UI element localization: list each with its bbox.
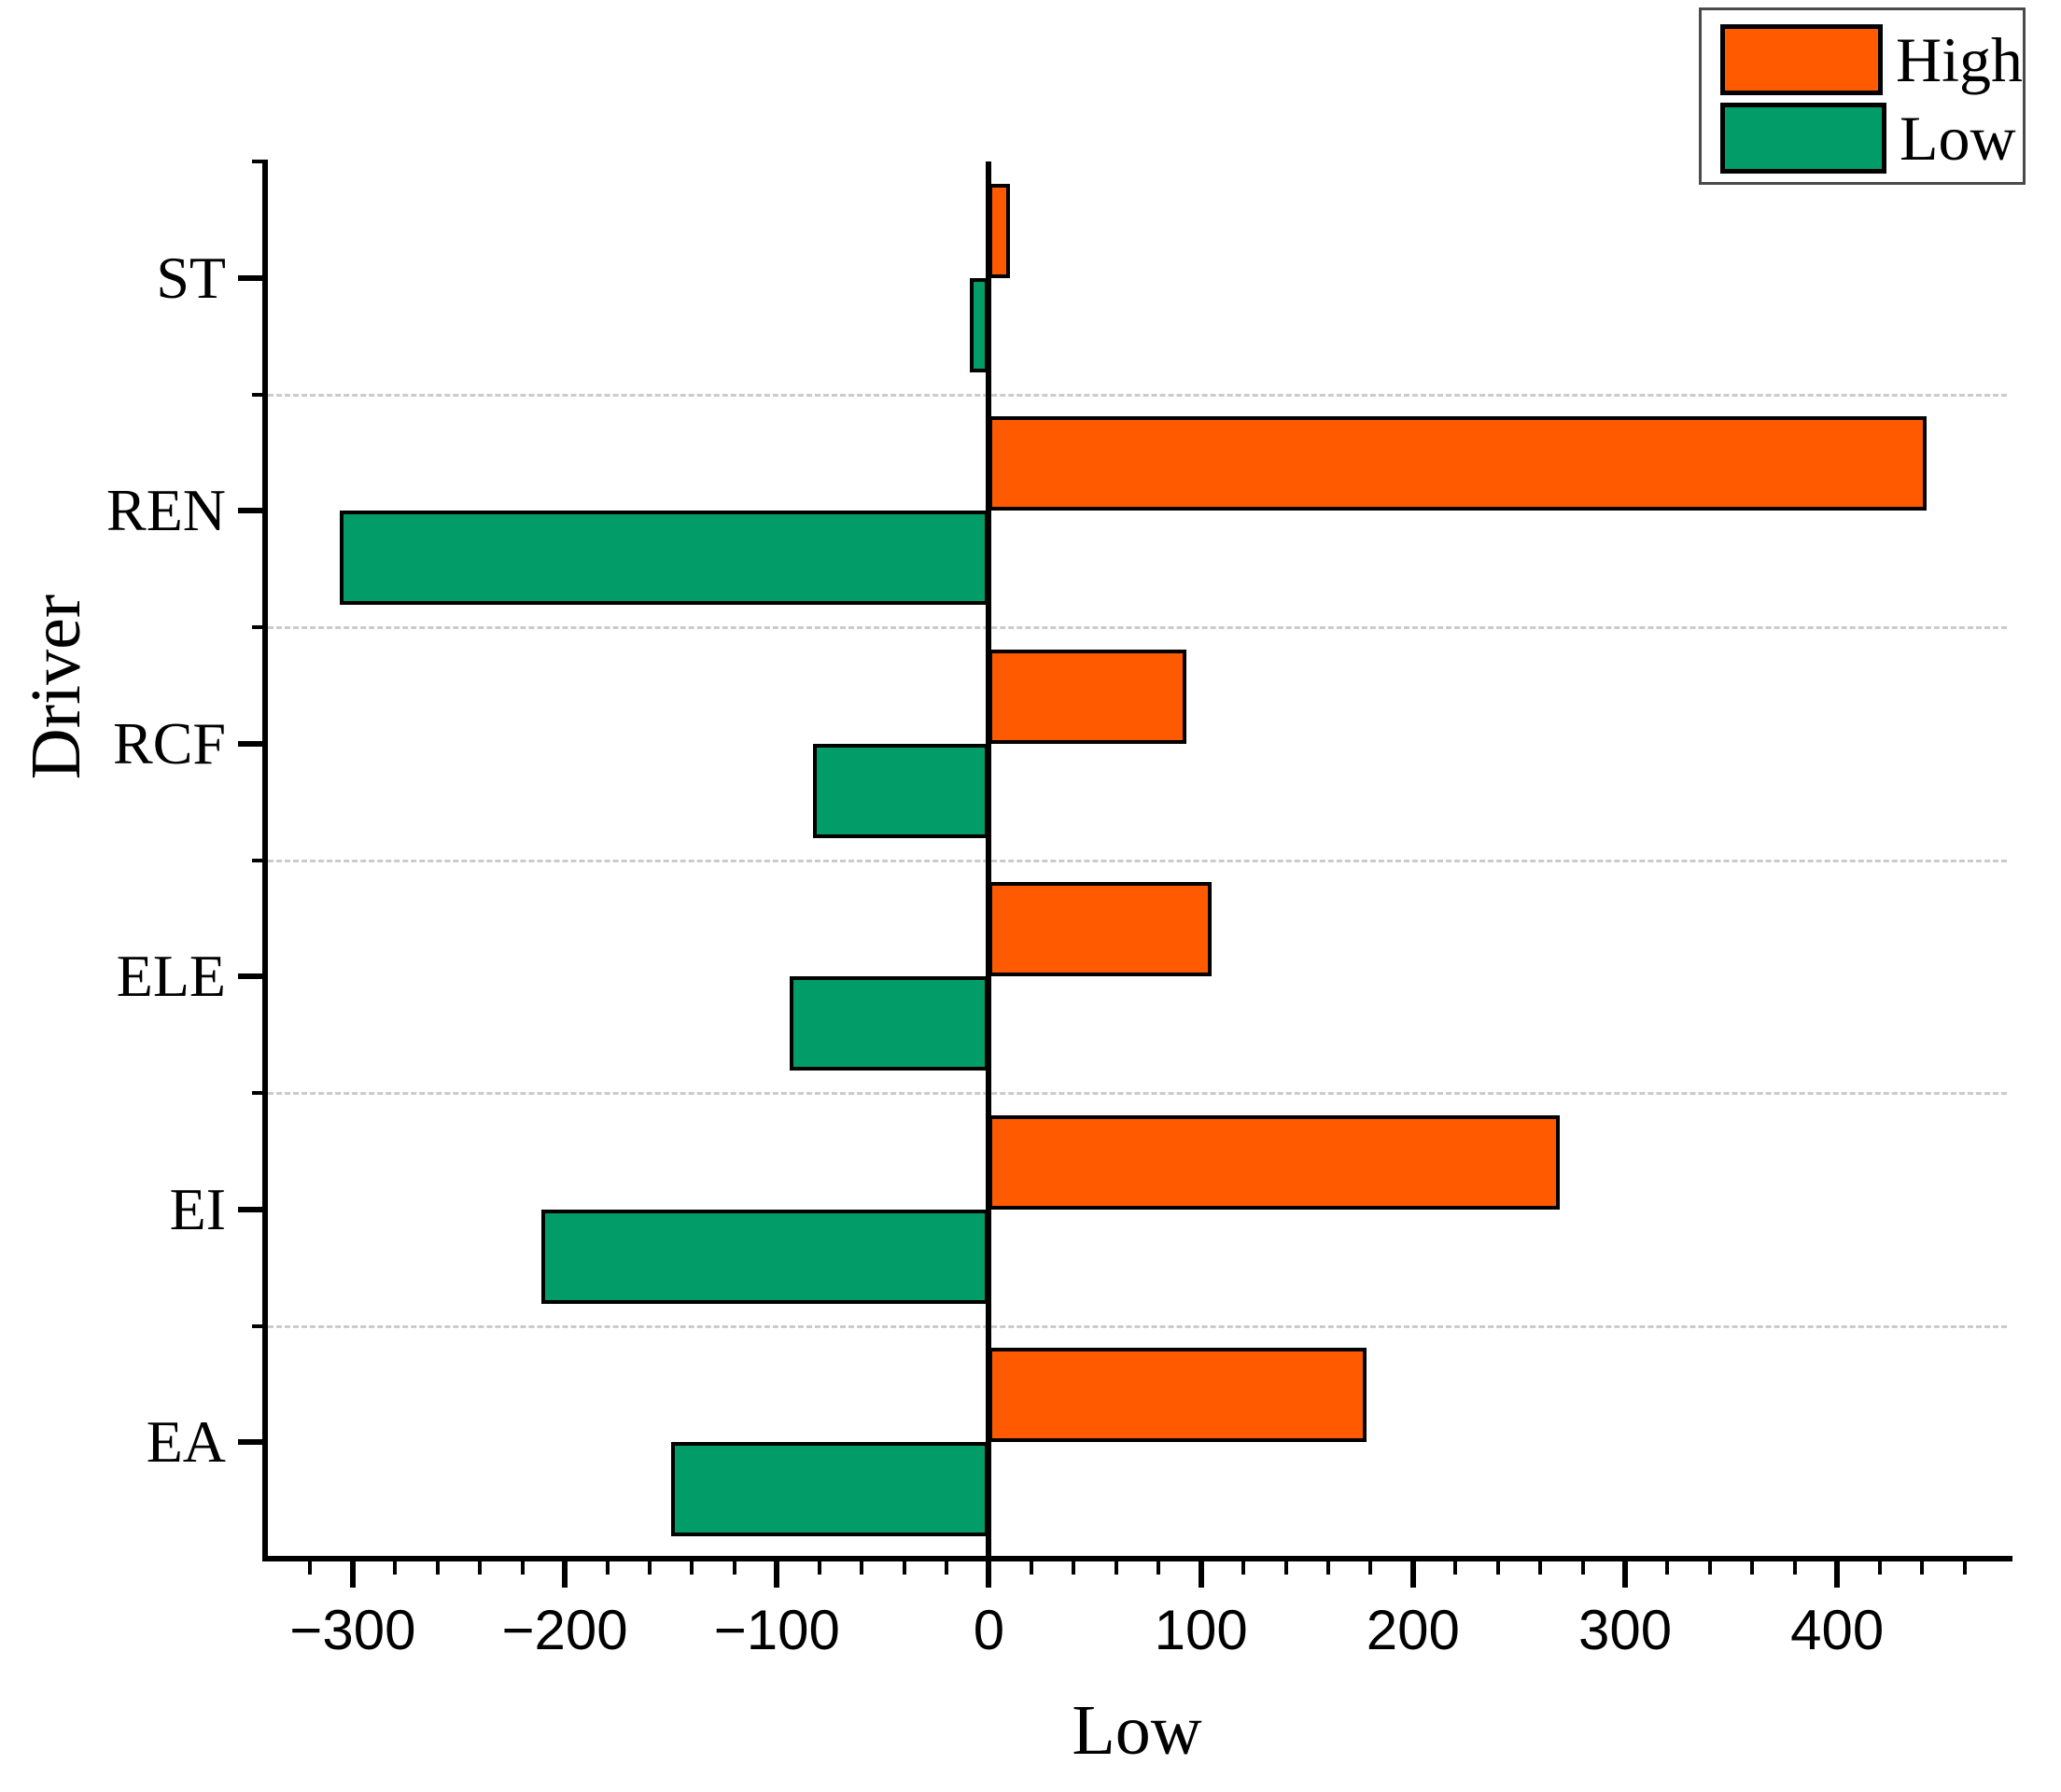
gridline <box>268 393 2007 397</box>
x-tick-label: 0 <box>973 1599 1005 1661</box>
bar-low-ele <box>789 976 989 1071</box>
x-tick-major <box>1198 1561 1204 1588</box>
x-tick-minor <box>647 1561 652 1575</box>
bar-low-ea <box>670 1442 989 1537</box>
x-tick-major <box>986 1561 992 1588</box>
gridline <box>268 626 2007 629</box>
x-tick-minor <box>690 1561 694 1575</box>
x-tick-label: 100 <box>1154 1599 1248 1661</box>
x-tick-minor <box>1665 1561 1670 1575</box>
y-tick-major <box>238 274 268 281</box>
bar-low-st <box>970 277 989 372</box>
x-tick-minor <box>1538 1561 1543 1575</box>
y-tick-label-rcf: RCF <box>113 709 226 777</box>
x-tick-minor <box>520 1561 525 1575</box>
bar-high-ele <box>988 882 1212 977</box>
zero-axis-line <box>986 161 992 1559</box>
x-tick-minor <box>817 1561 821 1575</box>
y-tick-major <box>238 508 268 514</box>
bar-high-ei <box>988 1114 1560 1210</box>
x-tick-label: 300 <box>1577 1599 1673 1661</box>
x-tick-minor <box>902 1561 906 1575</box>
y-tick-minor <box>252 392 268 397</box>
x-tick-major <box>774 1561 780 1588</box>
y-tick-major <box>238 740 268 747</box>
legend: High Low <box>1699 7 2026 185</box>
legend-entry-low: Low <box>1720 102 2023 175</box>
x-tick-minor <box>1920 1561 1925 1575</box>
gridline <box>268 1324 2007 1328</box>
y-tick-minor <box>252 1323 268 1328</box>
x-tick-major <box>1409 1561 1416 1588</box>
x-tick-label: −100 <box>713 1599 840 1661</box>
y-tick-label-ea: EA <box>146 1408 226 1476</box>
bar-high-st <box>988 183 1011 278</box>
bar-low-ren <box>340 511 989 606</box>
y-tick-label-st: ST <box>156 244 226 311</box>
gridline <box>268 859 2007 862</box>
y-tick-major <box>238 1206 268 1212</box>
bar-low-ei <box>541 1209 989 1304</box>
x-tick-minor <box>1241 1561 1246 1575</box>
bar-high-ren <box>988 416 1927 511</box>
x-tick-minor <box>1580 1561 1585 1575</box>
x-tick-label: 400 <box>1790 1599 1885 1661</box>
bar-low-rcf <box>812 743 989 838</box>
y-tick-minor <box>252 160 268 163</box>
x-tick-major <box>1834 1561 1841 1588</box>
x-tick-minor <box>1283 1561 1288 1575</box>
x-tick-label: −300 <box>289 1599 416 1661</box>
x-tick-minor <box>1453 1561 1458 1575</box>
legend-entry-high: High <box>1720 23 2023 96</box>
x-tick-minor <box>945 1561 949 1575</box>
legend-label-high: High <box>1896 24 2023 95</box>
x-tick-minor <box>1495 1561 1500 1575</box>
y-tick-label-ele: ELE <box>116 943 226 1010</box>
x-tick-minor <box>308 1561 313 1575</box>
x-tick-major <box>562 1561 568 1588</box>
x-tick-minor <box>1962 1561 1967 1575</box>
bar-high-ea <box>988 1348 1367 1443</box>
x-tick-major <box>1622 1561 1629 1588</box>
x-tick-minor <box>1792 1561 1797 1575</box>
y-tick-major <box>238 973 268 980</box>
x-tick-minor <box>1072 1561 1076 1575</box>
x-tick-label: −200 <box>501 1599 628 1661</box>
x-tick-minor <box>1707 1561 1712 1575</box>
y-tick-minor <box>252 625 268 629</box>
bar-high-rcf <box>988 649 1186 744</box>
x-tick-minor <box>478 1561 483 1575</box>
x-tick-label: 200 <box>1366 1599 1460 1661</box>
x-tick-minor <box>1368 1561 1373 1575</box>
y-tick-minor <box>252 1091 268 1095</box>
y-tick-label-ren: REN <box>106 477 226 544</box>
legend-swatch-high-icon <box>1720 24 1883 95</box>
x-tick-minor <box>1877 1561 1882 1575</box>
x-tick-minor <box>435 1561 440 1575</box>
legend-label-low: Low <box>1900 103 2016 174</box>
x-tick-minor <box>393 1561 398 1575</box>
y-tick-major <box>238 1439 268 1446</box>
gridline <box>268 1092 2007 1095</box>
x-tick-minor <box>605 1561 610 1575</box>
x-tick-minor <box>1325 1561 1330 1575</box>
y-tick-minor <box>252 858 268 862</box>
legend-swatch-low-icon <box>1720 103 1886 174</box>
plot-area <box>268 161 2007 1559</box>
x-tick-minor <box>1750 1561 1755 1575</box>
x-tick-minor <box>1157 1561 1161 1575</box>
x-axis-title: Low <box>1072 1691 1202 1770</box>
y-axis-title: Driver <box>17 594 95 780</box>
x-axis-line <box>262 1556 2012 1561</box>
y-tick-label-ei: EI <box>169 1175 226 1242</box>
x-tick-minor <box>860 1561 864 1575</box>
x-tick-minor <box>1029 1561 1033 1575</box>
x-tick-minor <box>732 1561 736 1575</box>
x-tick-major <box>349 1561 356 1588</box>
x-tick-minor <box>1114 1561 1118 1575</box>
